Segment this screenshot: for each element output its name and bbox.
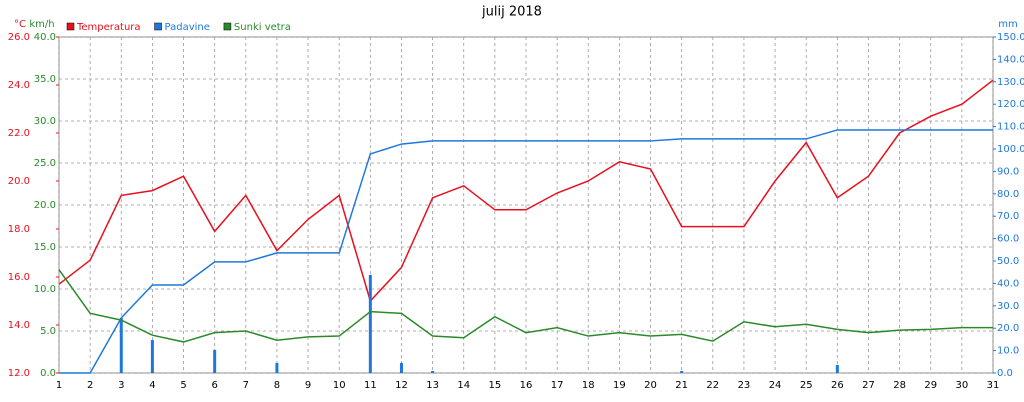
y-tick-label: 26.0 [8, 32, 30, 43]
y3-tick-label: 35.0 [34, 74, 56, 85]
y3-tick-label: 25.0 [34, 158, 56, 169]
rain-bar [399, 362, 403, 373]
x-tick-label: 7 [243, 380, 249, 391]
x-tick-label: 1 [56, 380, 62, 391]
legend-swatch [223, 22, 232, 31]
y3-tick-label: 10.0 [34, 284, 56, 295]
chart-title: julij 2018 [481, 5, 542, 20]
legend-swatch [66, 22, 75, 31]
legend-swatch [154, 22, 162, 31]
x-tick-label: 20 [644, 380, 657, 391]
x-tick-label: 24 [769, 380, 782, 391]
x-tick-label: 19 [613, 380, 626, 391]
y2-tick-label: 120.0 [997, 99, 1024, 110]
y3-tick-label: 30.0 [34, 116, 56, 127]
y2-tick-label: 40.0 [997, 278, 1019, 289]
x-tick-label: 13 [426, 380, 439, 391]
x-tick-label: 21 [675, 380, 688, 391]
x-tick-label: 23 [738, 380, 751, 391]
y2-tick-label: 150.0 [997, 32, 1024, 43]
rain-bar [368, 274, 372, 373]
x-tick-label: 15 [488, 380, 501, 391]
y3-tick-label: 5.0 [40, 326, 56, 337]
rain-bar [680, 370, 684, 373]
x-tick-label: 18 [582, 380, 595, 391]
x-tick-label: 2 [87, 380, 93, 391]
x-tick-label: 14 [457, 380, 470, 391]
y-tick-label: 18.0 [8, 224, 30, 235]
y-tick-label: 20.0 [8, 176, 30, 187]
y-tick-label: 22.0 [8, 128, 30, 139]
x-tick-label: 30 [955, 380, 968, 391]
x-tick-label: 5 [180, 380, 186, 391]
series-line [58, 79, 994, 303]
y2-tick-label: 0.0 [997, 368, 1013, 379]
y-tick-label: 24.0 [8, 80, 30, 91]
rain-bar [119, 317, 123, 373]
x-tick-label: 26 [831, 380, 844, 391]
rain-bar [431, 370, 435, 373]
series-line [59, 129, 993, 374]
x-tick-label: 4 [149, 380, 155, 391]
y2-tick-label: 70.0 [997, 211, 1019, 222]
rain-bar [835, 364, 839, 373]
x-tick-label: 29 [924, 380, 937, 391]
y2-tick-label: 80.0 [997, 189, 1019, 200]
y-tick-label: 16.0 [8, 272, 30, 283]
y2-tick-label: 110.0 [997, 122, 1024, 133]
legend-label: Temperatura [76, 22, 141, 33]
rain-bar [150, 340, 154, 373]
y3-tick-label: 0.0 [40, 368, 56, 379]
x-tick-label: 6 [211, 380, 217, 391]
y2-tick-label: 130.0 [997, 77, 1024, 88]
temp-unit: °C [14, 19, 26, 30]
wind-unit: km/h [29, 19, 54, 30]
x-tick-label: 8 [274, 380, 280, 391]
legend-label: Sunki vetra [234, 22, 291, 33]
x-tick-label: 22 [706, 380, 719, 391]
rain-unit: mm [998, 19, 1017, 30]
x-tick-label: 9 [305, 380, 311, 391]
rain-bar [213, 349, 217, 373]
x-tick-label: 27 [862, 380, 875, 391]
x-tick-label: 16 [520, 380, 533, 391]
x-tick-label: 3 [118, 380, 124, 391]
x-tick-label: 28 [893, 380, 906, 391]
x-tick-label: 10 [333, 380, 346, 391]
y3-tick-label: 15.0 [34, 242, 56, 253]
y2-tick-label: 10.0 [997, 346, 1019, 357]
y2-tick-label: 90.0 [997, 166, 1019, 177]
y-tick-label: 14.0 [8, 320, 30, 331]
y2-tick-label: 100.0 [997, 144, 1024, 155]
x-tick-label: 11 [364, 380, 377, 391]
y3-tick-label: 40.0 [34, 32, 56, 43]
y-tick-label: 12.0 [8, 368, 30, 379]
y3-tick-label: 20.0 [34, 200, 56, 211]
x-tick-label: 25 [800, 380, 813, 391]
series-line [58, 269, 993, 343]
y2-tick-label: 30.0 [997, 301, 1019, 312]
rain-bar [275, 362, 279, 373]
y2-tick-label: 50.0 [997, 256, 1019, 267]
x-tick-label: 31 [987, 380, 1000, 391]
legend-label: Padavine [165, 22, 210, 33]
x-tick-label: 17 [551, 380, 564, 391]
y2-tick-label: 140.0 [997, 54, 1024, 65]
y2-tick-label: 60.0 [997, 234, 1019, 245]
y2-tick-label: 20.0 [997, 323, 1019, 334]
x-tick-label: 12 [395, 380, 408, 391]
